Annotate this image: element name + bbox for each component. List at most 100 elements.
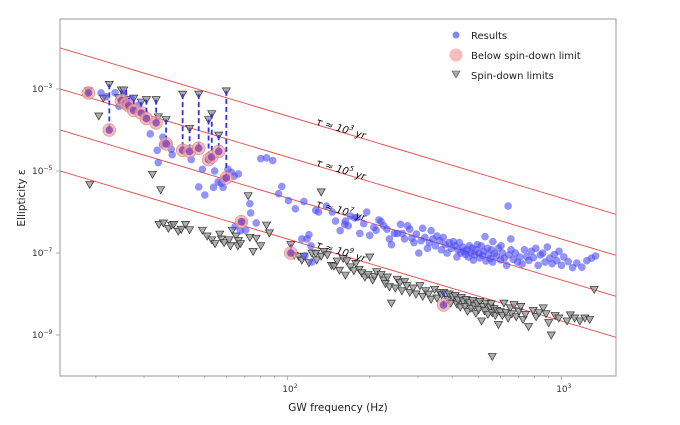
spin-down-limit-marker (251, 234, 261, 243)
result-point (154, 158, 163, 167)
below-spin-down-point (152, 118, 160, 127)
result-point (219, 183, 227, 192)
spin-down-limit-marker (562, 317, 572, 326)
below-spin-down-point (162, 140, 170, 148)
y-axis-title: Ellipticity ε (16, 169, 28, 226)
below-spin-down-point (222, 174, 231, 182)
legend-below-marker (449, 48, 463, 62)
spin-down-limit-marker (432, 294, 442, 303)
spin-down-limit-marker (365, 253, 375, 262)
result-point (507, 235, 515, 243)
spin-down-limit-marker (415, 282, 425, 291)
spin-down-limit-marker (546, 331, 556, 340)
spin-down-limit-marker (85, 181, 95, 190)
result-point (423, 244, 432, 253)
spin-down-limit-marker (158, 219, 169, 228)
spin-down-limit-marker (520, 310, 530, 319)
spin-down-limit-marker (554, 314, 564, 323)
legend-results-marker (452, 31, 460, 39)
result-point (328, 208, 337, 216)
y-axis-ticks: 10−3 10−5 10−7 10−9 (32, 83, 60, 341)
result-point (278, 182, 286, 191)
spin-down-limit-marker (243, 192, 253, 201)
result-point (256, 154, 265, 163)
below-spin-down-point (194, 144, 203, 152)
spin-down-limit-marker (225, 242, 236, 251)
result-point (439, 233, 448, 242)
spin-down-limit-marker (382, 273, 393, 282)
below-spin-down-point (185, 147, 194, 156)
result-point (198, 165, 207, 174)
result-point (414, 249, 423, 257)
spin-down-limit-marker (248, 247, 258, 257)
spin-down-limit-marker (423, 290, 434, 299)
result-point (102, 92, 110, 101)
result-point (308, 258, 316, 266)
result-point (246, 209, 255, 217)
result-point (412, 230, 421, 238)
result-point (359, 219, 368, 228)
result-point (336, 226, 344, 235)
result-point (209, 183, 218, 192)
results-layer (97, 88, 600, 272)
result-point (578, 263, 586, 272)
x-axis-ticks: 102 103 (95, 376, 572, 395)
result-point (314, 208, 323, 216)
result-point (234, 170, 243, 178)
spin-down-limit-marker (210, 240, 220, 249)
age-line-tau-3 (60, 47, 616, 215)
x-tick-label: 102 (282, 383, 297, 395)
legend: Results Below spin-down limit Spin-down … (449, 31, 581, 82)
result-point (194, 183, 203, 191)
spin-down-limit-marker (349, 267, 359, 276)
spin-down-limit-marker (235, 240, 246, 249)
spin-down-limit-marker (505, 304, 515, 313)
result-point (481, 232, 489, 241)
below-spin-down-point (84, 89, 93, 97)
spin-down-limit-marker (256, 242, 266, 251)
spin-down-limit-marker (219, 239, 229, 248)
spin-down-limit-marker (197, 226, 208, 235)
spin-down-limit-marker (511, 313, 521, 322)
result-point (210, 167, 219, 175)
spin-down-limit-marker (169, 220, 179, 230)
result-point (520, 245, 529, 254)
spin-down-limit-marker (261, 221, 272, 230)
result-point (427, 226, 435, 235)
result-point (252, 219, 260, 227)
spin-down-limit-marker (316, 188, 326, 197)
legend-spin-down-marker (451, 70, 461, 79)
result-point (331, 217, 340, 225)
result-point (557, 261, 566, 270)
result-point (301, 252, 309, 260)
result-point (387, 240, 396, 249)
result-point (146, 130, 155, 138)
spin-down-limit-marker (408, 284, 418, 293)
result-point (555, 247, 563, 256)
spin-down-limit-marker (538, 304, 548, 313)
result-point (421, 233, 429, 242)
result-point (322, 202, 331, 210)
result-point (400, 235, 409, 243)
result-point (305, 230, 313, 239)
y-tick-label: 10−3 (32, 83, 52, 95)
result-point (262, 153, 271, 162)
spin-down-limit-marker (509, 301, 519, 310)
spin-down-limit-marker (264, 229, 274, 238)
below-spin-down-point (287, 249, 295, 257)
spin-down-limit-marker (499, 299, 509, 308)
result-point (405, 225, 414, 234)
spin-down-limit-marker (345, 263, 356, 272)
result-point (591, 252, 600, 260)
legend-results-label: Results (471, 31, 507, 42)
spin-down-limit-marker (411, 290, 421, 299)
spin-down-limit-marker (351, 259, 361, 269)
result-point (284, 196, 293, 205)
result-point (356, 229, 364, 238)
result-point (529, 253, 538, 262)
below-spin-down-layer (81, 84, 451, 312)
spin-down-limit-marker (322, 251, 332, 260)
spin-down-limit-marker (476, 317, 487, 326)
spin-down-limit-marker (215, 230, 225, 239)
